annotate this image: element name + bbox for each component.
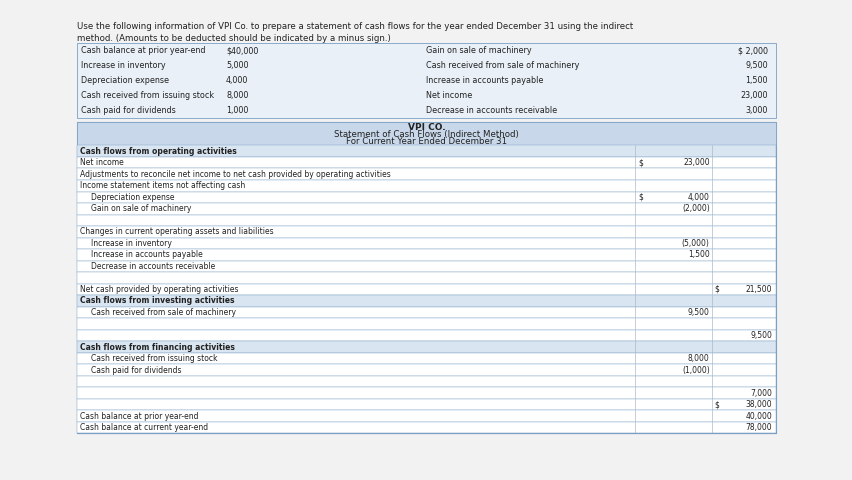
Text: Net cash provided by operating activities: Net cash provided by operating activitie…: [80, 285, 239, 294]
Text: method. (Amounts to be deducted should be indicated by a minus sign.): method. (Amounts to be deducted should b…: [77, 34, 390, 43]
Text: 4,000: 4,000: [226, 76, 248, 85]
Text: 78,000: 78,000: [745, 423, 771, 432]
Text: 23,000: 23,000: [740, 91, 767, 100]
Text: 40,000: 40,000: [745, 412, 771, 420]
Text: Cash flows from financing activities: Cash flows from financing activities: [80, 343, 235, 351]
Text: Adjustments to reconcile net income to net cash provided by operating activities: Adjustments to reconcile net income to n…: [80, 170, 390, 179]
Text: Cash received from issuing stock: Cash received from issuing stock: [91, 354, 217, 363]
Text: Cash received from sale of machinery: Cash received from sale of machinery: [91, 308, 236, 317]
Text: $ 2,000: $ 2,000: [737, 46, 767, 55]
Text: 23,000: 23,000: [682, 158, 709, 167]
Text: Increase in inventory: Increase in inventory: [81, 61, 165, 70]
Text: Gain on sale of machinery: Gain on sale of machinery: [91, 204, 192, 213]
Text: Net income: Net income: [80, 158, 124, 167]
Text: 5,000: 5,000: [226, 61, 248, 70]
Text: 8,000: 8,000: [688, 354, 709, 363]
Text: $: $: [714, 400, 719, 409]
Text: Use the following information of VPI Co. to prepare a statement of cash flows fo: Use the following information of VPI Co.…: [77, 22, 632, 31]
Text: 38,000: 38,000: [745, 400, 771, 409]
Text: Increase in accounts payable: Increase in accounts payable: [91, 251, 203, 259]
Text: Cash paid for dividends: Cash paid for dividends: [81, 106, 176, 115]
Text: Decrease in accounts receivable: Decrease in accounts receivable: [426, 106, 557, 115]
Text: Cash balance at current year-end: Cash balance at current year-end: [80, 423, 208, 432]
Text: 8,000: 8,000: [226, 91, 248, 100]
Text: Decrease in accounts receivable: Decrease in accounts receivable: [91, 262, 216, 271]
Text: Statement of Cash Flows (Indirect Method): Statement of Cash Flows (Indirect Method…: [334, 130, 518, 139]
Text: Cash received from sale of machinery: Cash received from sale of machinery: [426, 61, 579, 70]
Text: 9,500: 9,500: [749, 331, 771, 340]
Text: (5,000): (5,000): [681, 239, 709, 248]
Text: Income statement items not affecting cash: Income statement items not affecting cas…: [80, 181, 245, 190]
Text: (2,000): (2,000): [681, 204, 709, 213]
Text: Cash received from issuing stock: Cash received from issuing stock: [81, 91, 214, 100]
Text: 1,000: 1,000: [226, 106, 248, 115]
Text: 7,000: 7,000: [749, 389, 771, 397]
Text: Cash flows from investing activities: Cash flows from investing activities: [80, 297, 234, 305]
Text: Changes in current operating assets and liabilities: Changes in current operating assets and …: [80, 228, 273, 236]
Text: $: $: [714, 285, 719, 294]
Text: Cash flows from operating activities: Cash flows from operating activities: [80, 147, 237, 156]
Text: 4,000: 4,000: [687, 193, 709, 202]
Text: For Current Year Ended December 31: For Current Year Ended December 31: [346, 137, 506, 146]
Text: $40,000: $40,000: [226, 46, 258, 55]
Text: 1,500: 1,500: [688, 251, 709, 259]
Text: Increase in inventory: Increase in inventory: [91, 239, 172, 248]
Text: (1,000): (1,000): [681, 366, 709, 374]
Text: 1,500: 1,500: [745, 76, 767, 85]
Text: Cash balance at prior year-end: Cash balance at prior year-end: [81, 46, 205, 55]
Text: 21,500: 21,500: [745, 285, 771, 294]
Text: Net income: Net income: [426, 91, 472, 100]
Text: Depreciation expense: Depreciation expense: [81, 76, 169, 85]
Text: Cash balance at prior year-end: Cash balance at prior year-end: [80, 412, 199, 420]
Text: Depreciation expense: Depreciation expense: [91, 193, 175, 202]
Text: 3,000: 3,000: [745, 106, 767, 115]
Text: $: $: [637, 158, 642, 167]
Text: $: $: [637, 193, 642, 202]
Text: 9,500: 9,500: [744, 61, 767, 70]
Text: 9,500: 9,500: [687, 308, 709, 317]
Text: Gain on sale of machinery: Gain on sale of machinery: [426, 46, 532, 55]
Text: Increase in accounts payable: Increase in accounts payable: [426, 76, 544, 85]
Text: VPI CO.: VPI CO.: [407, 122, 445, 132]
Text: Cash paid for dividends: Cash paid for dividends: [91, 366, 181, 374]
